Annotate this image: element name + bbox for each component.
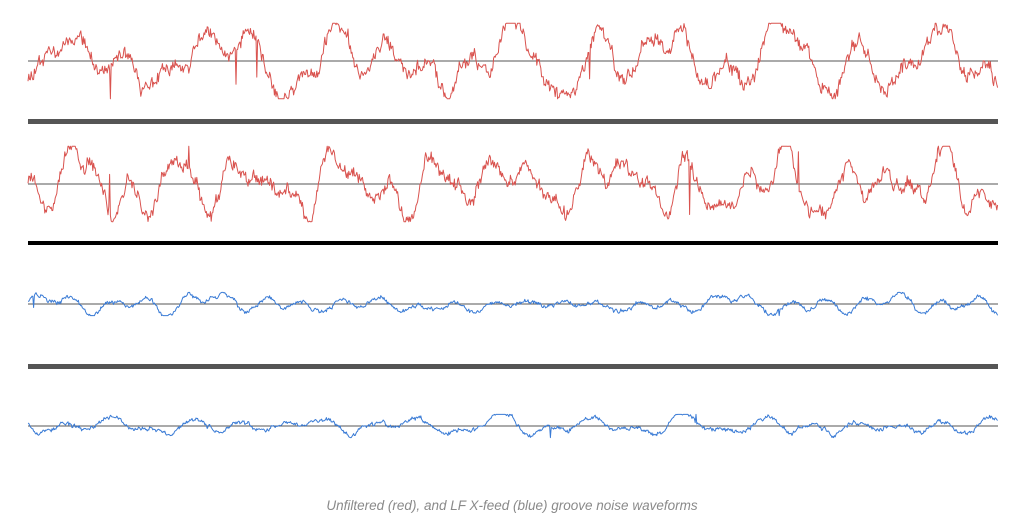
waveform-track-blue-2 <box>27 413 998 439</box>
waveform-trace <box>27 22 999 100</box>
waveform-track-red-1 <box>27 22 999 100</box>
waveform-trace <box>27 413 998 439</box>
separator-thick <box>28 241 998 245</box>
waveform-trace <box>27 145 999 223</box>
waveform-track-red-2 <box>27 145 999 223</box>
waveform-track-blue-1 <box>28 291 999 317</box>
figure-caption: Unfiltered (red), and LF X-feed (blue) g… <box>326 498 698 513</box>
separator-double-1 <box>28 119 998 124</box>
waveform-trace <box>28 291 999 317</box>
waveform-figure <box>27 22 999 439</box>
separator-double-2 <box>28 364 998 369</box>
